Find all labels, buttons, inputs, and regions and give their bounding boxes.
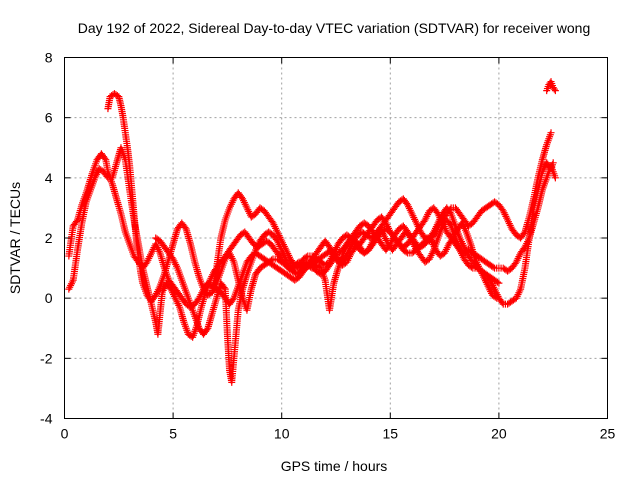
x-tick-label: 5 (169, 426, 177, 442)
data-point (203, 326, 211, 334)
data-point (520, 229, 528, 237)
x-tick-label: 15 (383, 426, 399, 442)
data-point (101, 154, 109, 162)
y-axis-label: SDTVAR / TECUs (7, 182, 23, 294)
y-tick-label: -2 (40, 350, 53, 366)
data-points (65, 78, 559, 386)
data-point (220, 284, 228, 292)
data-point (547, 129, 555, 137)
data-point (446, 220, 454, 228)
data-point (72, 217, 80, 225)
plot-frame (64, 57, 608, 419)
chart-title: Day 192 of 2022, Sidereal Day-to-day VTE… (78, 20, 591, 36)
data-point (446, 208, 454, 216)
x-tick-label: 0 (61, 426, 69, 442)
y-tick-label: 0 (45, 290, 53, 306)
x-axis-label: GPS time / hours (281, 458, 388, 474)
data-point (467, 263, 475, 271)
y-tick-label: -4 (40, 411, 53, 427)
data-point (493, 278, 501, 286)
data-point (489, 263, 497, 271)
data-point (402, 248, 410, 256)
data-point (103, 172, 111, 180)
y-tick-label: 2 (45, 230, 53, 246)
data-point (550, 85, 558, 93)
series-trace-d (152, 204, 503, 386)
y-tick-label: 6 (45, 110, 53, 126)
data-point (302, 253, 310, 261)
x-tick-label: 10 (274, 426, 290, 442)
data-point (181, 223, 189, 231)
y-tick-label: 4 (45, 170, 53, 186)
data-point (495, 279, 503, 287)
data-point (498, 299, 506, 307)
data-point (549, 159, 557, 167)
data-point (268, 256, 276, 264)
x-tick-label: 20 (491, 426, 507, 442)
x-tick-label: 25 (600, 426, 616, 442)
series-trace-f (543, 78, 559, 95)
y-tick-label: 8 (45, 50, 53, 66)
data-point (551, 87, 559, 95)
data-point (229, 296, 237, 304)
series-trace-e (208, 159, 557, 308)
data-point (551, 174, 559, 182)
tick-labels: 0 5 10 15 20 25 -4 -2 0 2 4 6 8 (40, 50, 615, 442)
